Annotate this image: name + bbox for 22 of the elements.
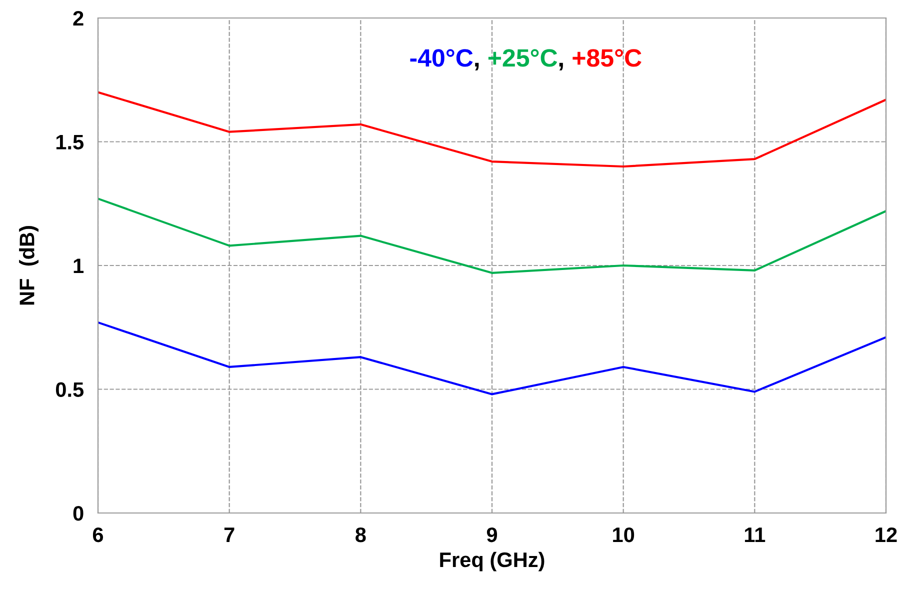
annotation: , — [475, 62, 479, 70]
y-tick-label: 2 — [73, 11, 84, 26]
x-tick-label: 6 — [92, 527, 104, 542]
text: -40°C — [410, 49, 473, 67]
text: +85°C — [572, 49, 642, 67]
text: +25°C — [488, 49, 558, 67]
y-tick-label: 1.5 — [56, 134, 84, 150]
line-series — [98, 321, 886, 396]
y-tick-label: 0 — [73, 506, 84, 521]
annotation: , — [559, 62, 563, 70]
x-tick-label: 12 — [876, 527, 897, 542]
line-series — [98, 198, 886, 274]
y-tick-label: 1 — [74, 258, 84, 274]
x-tick-label: 10 — [613, 527, 634, 542]
x-tick-label: 7 — [224, 528, 234, 542]
y-tick-label: 0.5 — [56, 382, 84, 398]
x-tick-label: 9 — [486, 527, 498, 542]
y-axis-title: NF (dB) — [19, 226, 38, 305]
x-tick-label: 8 — [356, 527, 366, 542]
line-series — [98, 91, 886, 168]
x-axis-title: Freq (GHz) — [440, 552, 544, 572]
x-tick-label: 11 — [744, 528, 766, 542]
